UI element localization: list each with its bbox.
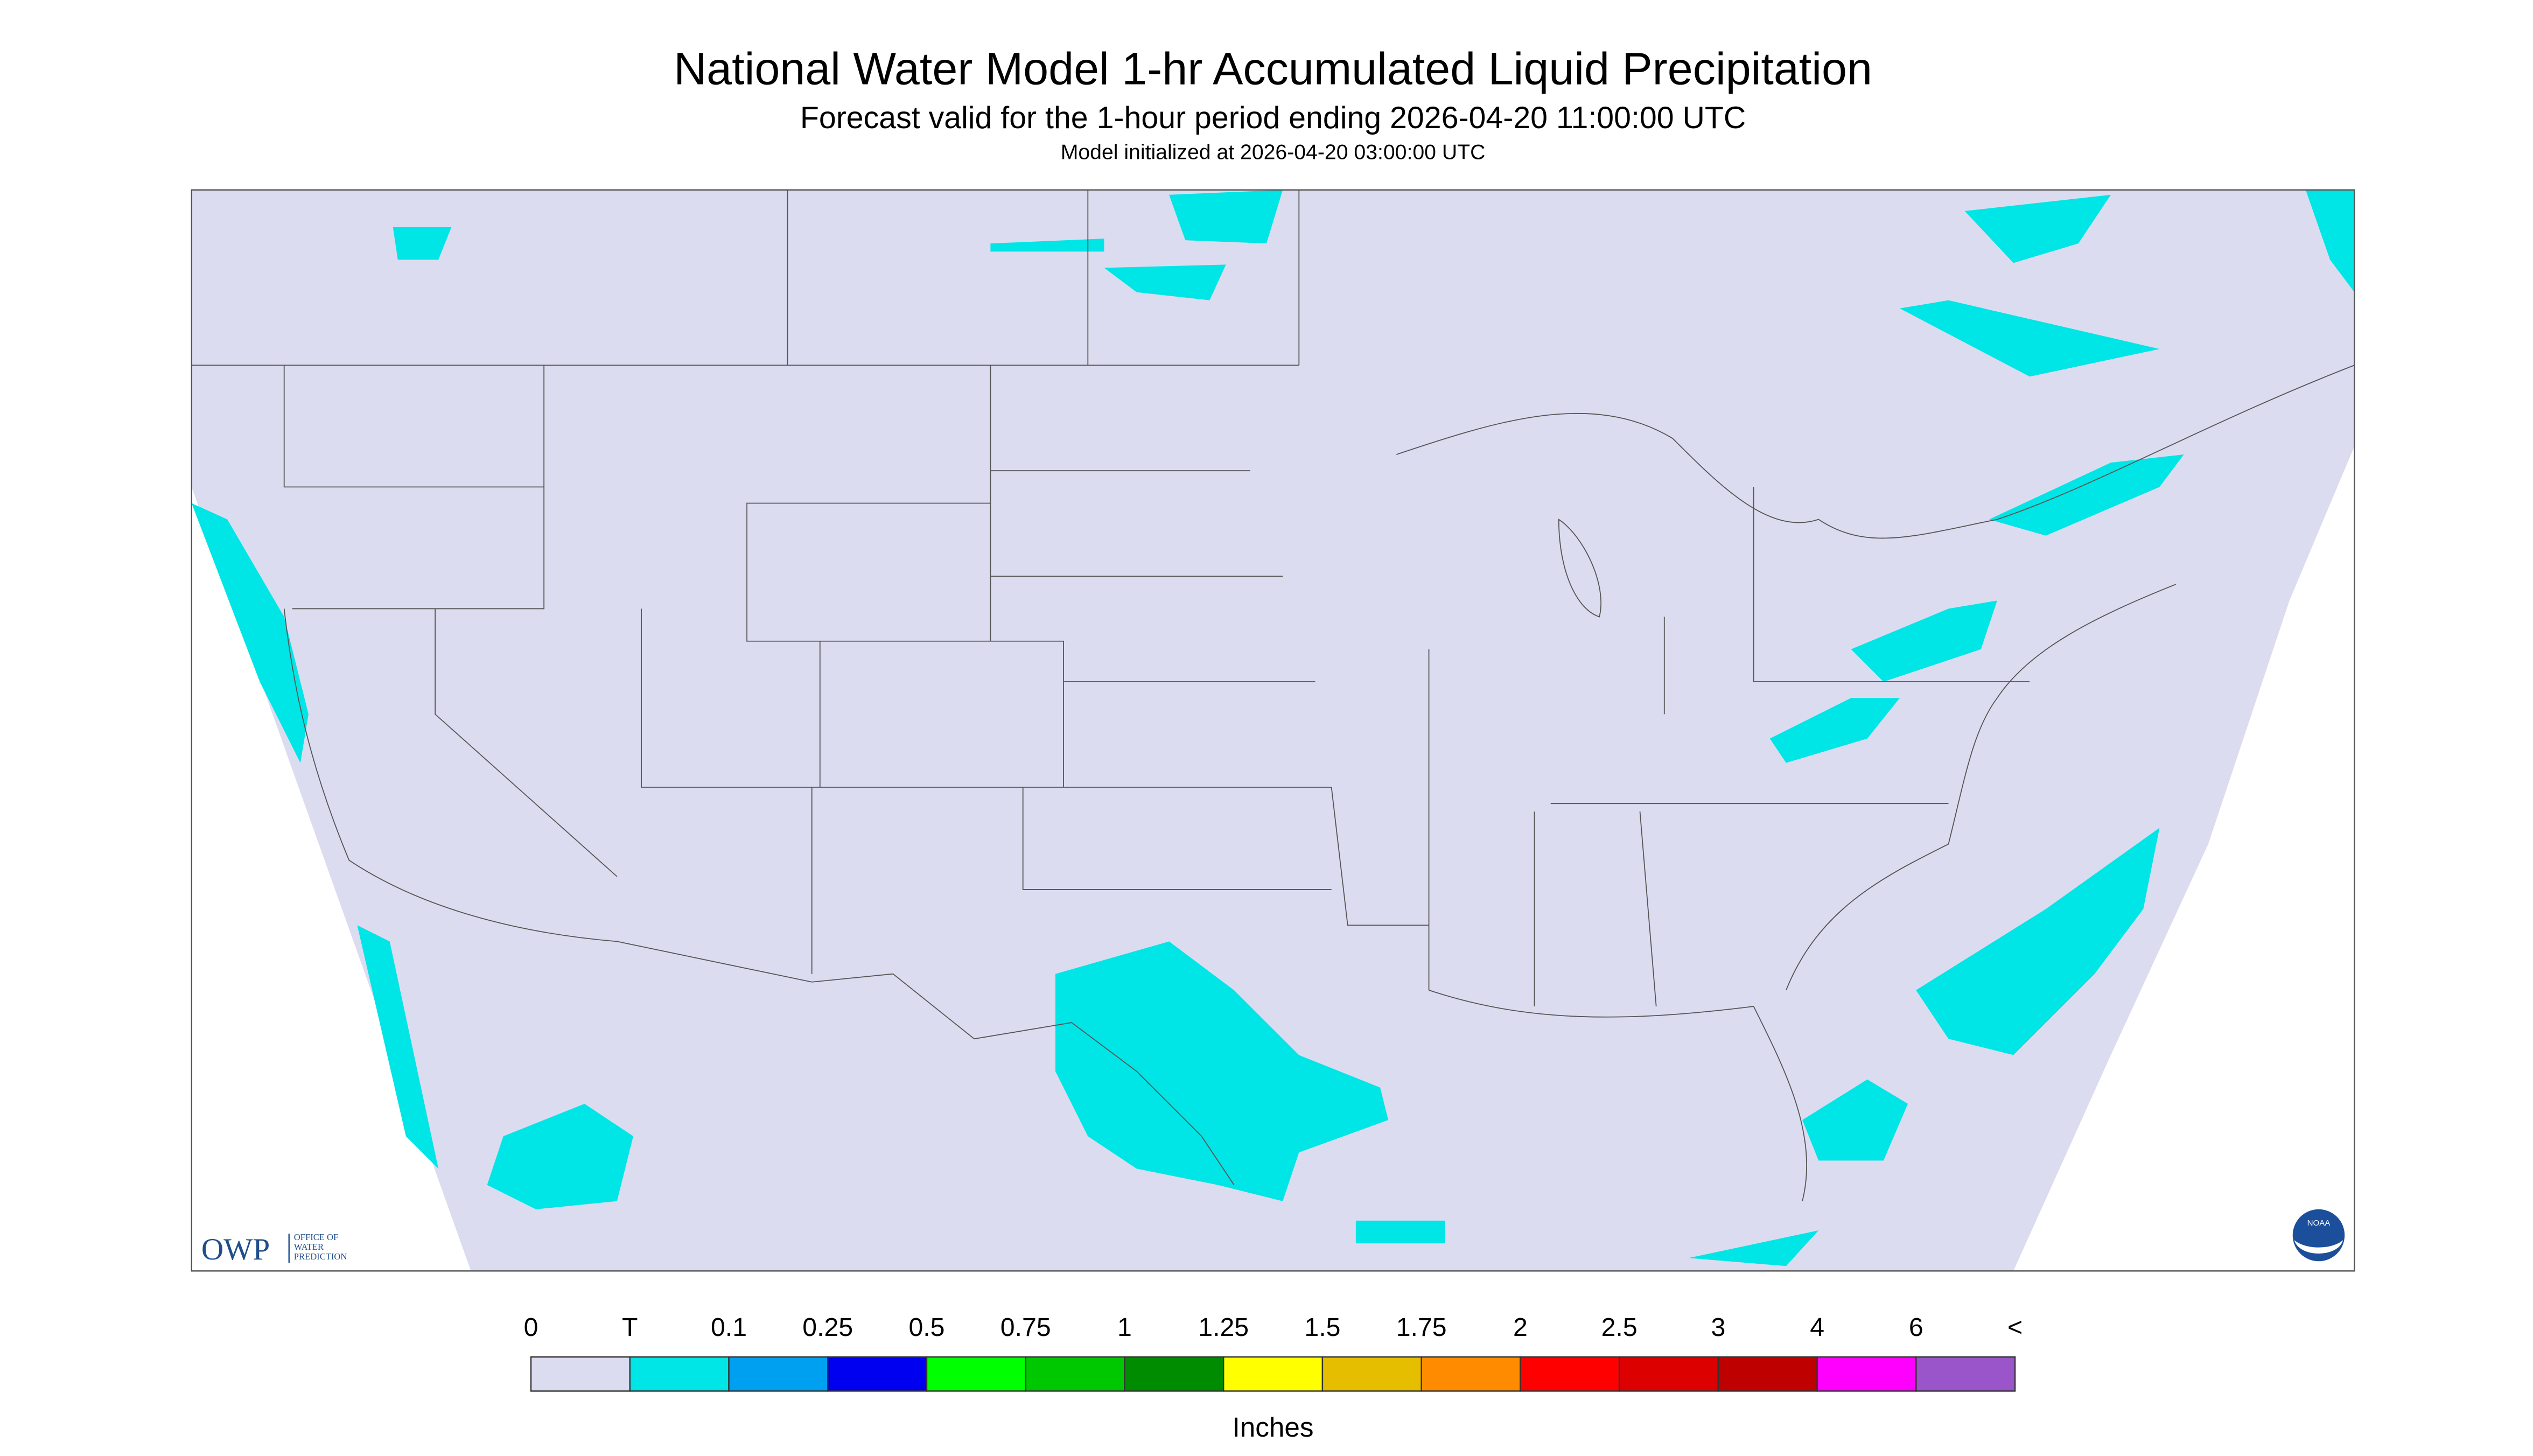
legend-swatch (1321, 1356, 1422, 1392)
legend-swatch (629, 1356, 730, 1392)
legend-label: 0.25 (802, 1313, 853, 1342)
owp-logo-caption: OFFICE OF (294, 1232, 338, 1242)
legend-label: 0.1 (711, 1313, 747, 1342)
legend-label: 0.5 (908, 1313, 944, 1342)
legend-swatch (728, 1356, 829, 1392)
legend: 0 T 0.1 0.25 0.5 0.75 1 1.25 1.5 1.75 2 2.5 3 4 6 < (524, 1313, 2023, 1392)
legend-swatch (827, 1356, 928, 1392)
owp-logo: OWP OFFICE OF WATER PREDICTION (201, 1232, 347, 1266)
legend-swatch (1025, 1356, 1125, 1392)
legend-swatch (1816, 1356, 1917, 1392)
map-frame (191, 189, 2355, 1272)
legend-label: 6 (1909, 1313, 1923, 1342)
map: OWP OFFICE OF WATER PREDICTION NOAA (191, 189, 2355, 1272)
legend-label: 1.5 (1304, 1313, 1340, 1342)
borders (191, 190, 2355, 1201)
legend-swatch (530, 1356, 631, 1392)
owp-logo-caption: WATER (294, 1242, 324, 1252)
legend-label: 0.75 (1000, 1313, 1051, 1342)
precipitation (191, 190, 2355, 1266)
legend-label: 1 (1117, 1313, 1132, 1342)
owp-logo-caption: PREDICTION (294, 1251, 347, 1262)
owp-logo-text: OWP (201, 1233, 270, 1266)
legend-swatch (1124, 1356, 1224, 1392)
legend-label: 2 (1513, 1313, 1528, 1342)
title: National Water Model 1-hr Accumulated Li… (674, 44, 1872, 94)
subtitle: Forecast valid for the 1-hour period end… (800, 101, 1746, 135)
legend-label: 0 (524, 1313, 538, 1342)
legend-swatch (1618, 1356, 1719, 1392)
legend-swatch (1520, 1356, 1620, 1392)
legend-label: 1.75 (1396, 1313, 1447, 1342)
legend-label: 3 (1711, 1313, 1725, 1342)
legend-swatch (1421, 1356, 1521, 1392)
legend-swatch (1717, 1356, 1818, 1392)
legend-swatch (926, 1356, 1026, 1392)
legend-label: T (622, 1313, 638, 1342)
legend-label: < (2007, 1313, 2023, 1342)
legend-unit: Inches (1233, 1412, 1314, 1443)
legend-label: 4 (1810, 1313, 1824, 1342)
noaa-logo-text: NOAA (2307, 1219, 2331, 1228)
legend-label: 1.25 (1198, 1313, 1249, 1342)
init-note: Model initialized at 2026-04-20 03:00:00… (1061, 141, 1486, 164)
noaa-logo: NOAA (2292, 1209, 2345, 1262)
legend-swatch (1915, 1356, 2016, 1392)
legend-swatch (1222, 1356, 1324, 1392)
legend-label: 2.5 (1601, 1313, 1638, 1342)
projection-edge (2013, 446, 2355, 1271)
